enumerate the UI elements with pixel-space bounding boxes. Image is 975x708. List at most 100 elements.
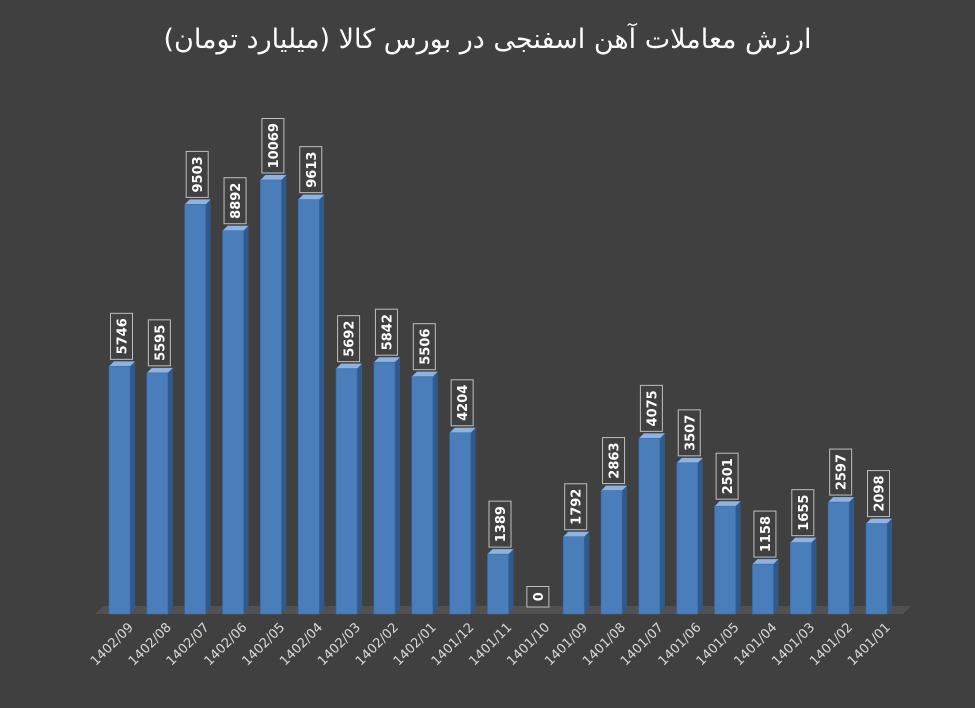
bar: [827, 501, 850, 615]
bar-side: [130, 361, 135, 614]
data-label-box: [639, 384, 663, 432]
bars-group: [108, 175, 892, 615]
data-label-text: 5595: [153, 325, 168, 361]
data-label: 5842: [374, 308, 398, 356]
data-label: 1389: [488, 500, 512, 548]
data-label: 2597: [829, 448, 853, 496]
bar: [146, 372, 169, 615]
data-label-box: [374, 308, 398, 356]
bar-side: [735, 501, 741, 614]
data-label-text: 10069: [267, 123, 282, 168]
bar: [260, 179, 282, 615]
bar-side: [319, 194, 325, 614]
bar-top: [449, 427, 476, 433]
bar-top: [638, 433, 665, 439]
data-label-box: [110, 312, 133, 360]
bar-top: [146, 367, 173, 373]
bar: [108, 366, 131, 615]
bar: [562, 536, 585, 615]
bar-side: [357, 363, 363, 614]
data-label: 5506: [412, 323, 436, 371]
bar-side: [243, 225, 249, 614]
data-label-box: [185, 150, 209, 198]
data-label-text: 1158: [759, 516, 774, 552]
data-label: 2098: [867, 470, 890, 518]
bar: [184, 204, 206, 615]
data-label: 4075: [639, 384, 663, 432]
data-label-box: [564, 483, 588, 531]
bar: [676, 462, 699, 615]
data-label-text: 4075: [645, 390, 660, 426]
bar: [865, 523, 888, 615]
data-label-text: 3507: [683, 415, 698, 451]
data-label: 9613: [299, 146, 323, 194]
data-label-box: [337, 315, 361, 363]
data-label: 4204: [450, 379, 474, 427]
bar-top: [828, 497, 855, 503]
bar-top: [752, 559, 779, 565]
data-label: 1158: [753, 510, 777, 558]
bar: [222, 230, 244, 615]
bar-side: [622, 485, 628, 614]
data-label-text: 1655: [797, 495, 812, 531]
data-label: 2863: [602, 437, 626, 485]
bar-side: [508, 549, 514, 614]
bar: [714, 505, 736, 615]
data-label: 3507: [677, 409, 701, 457]
data-label: 8892: [223, 177, 247, 225]
bar-top: [336, 363, 363, 369]
bar-side: [811, 537, 817, 614]
bar-side: [697, 457, 703, 614]
bar-side: [887, 518, 892, 614]
bar-top: [601, 485, 628, 491]
bar: [789, 542, 812, 615]
bar: [373, 361, 396, 615]
bar: [600, 490, 623, 615]
data-label: 5746: [110, 312, 133, 360]
bar: [449, 432, 471, 615]
bar-top: [109, 361, 135, 367]
bar: [638, 438, 661, 615]
bar-side: [584, 531, 590, 614]
bar-top: [676, 457, 703, 463]
bar: [297, 199, 320, 615]
data-label: 5595: [147, 319, 171, 367]
data-label-text: 1792: [570, 489, 585, 525]
data-label-box: [450, 379, 474, 427]
bar-top: [714, 501, 741, 507]
bar-side: [659, 433, 665, 614]
bar-top: [487, 549, 514, 555]
bar-top: [866, 518, 892, 524]
data-label-box: [753, 510, 777, 558]
data-label-text: 5842: [380, 314, 395, 350]
data-label: 9503: [185, 150, 209, 198]
data-label-box: [299, 146, 323, 194]
data-label-box: [223, 177, 247, 225]
bar-side: [849, 497, 855, 614]
bar-side: [394, 357, 400, 614]
bar-side: [773, 559, 779, 614]
bar-top: [373, 357, 400, 363]
data-label-text: 2863: [608, 443, 623, 479]
data-label-text: 9503: [191, 156, 206, 192]
data-label: 1655: [791, 489, 815, 537]
data-label-text: 1389: [494, 506, 509, 542]
data-label-text: 2501: [721, 458, 736, 494]
data-label: 2501: [715, 452, 739, 500]
data-label-text: 5746: [116, 318, 131, 354]
data-labels-group: 5746 5595 9503 8892 10069 9613 5692 5842 5506 420…: [110, 118, 890, 608]
bar-side: [470, 427, 476, 614]
data-label: 1792: [564, 483, 588, 531]
bar-top: [222, 225, 249, 231]
data-label: 10069: [261, 118, 285, 174]
data-label-box: [412, 323, 436, 371]
bar: [487, 553, 509, 615]
bar-side: [281, 175, 287, 614]
data-label-box: [488, 500, 512, 548]
bar-top: [563, 531, 590, 537]
data-label-text: 8892: [229, 183, 244, 219]
bar-top: [184, 199, 211, 205]
x-axis-ticks: 1402/091402/081402/071402/061402/051402/…: [88, 620, 894, 669]
